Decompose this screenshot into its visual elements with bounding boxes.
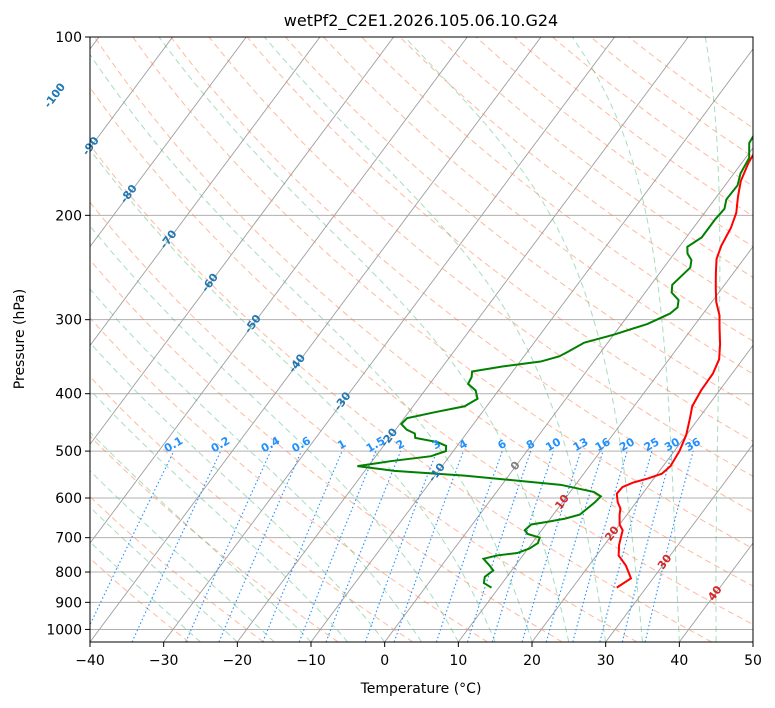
moist-adiabat-line [90,389,349,642]
moist-adiabat-line [90,541,201,642]
y-tick-label: 1000 [46,622,82,638]
moist-adiabat-line [704,37,721,642]
y-tick-label: 700 [55,531,82,547]
dry-adiabat-line [90,259,563,642]
mixing-ratio-line [393,450,464,642]
mixing-ratio-line [521,450,582,642]
dry-adiabat-line [475,37,753,248]
dry-adiabat-line [90,201,638,642]
dry-adiabat-line [170,37,753,513]
dry-adiabat-line [361,37,753,342]
isotherm-line [457,245,753,642]
y-tick-label: 800 [55,565,82,581]
mixing-ratio-line [466,450,532,642]
mixing-ratio-line [621,450,673,642]
x-tick-label: 20 [523,653,541,669]
mixing-ratio-line [491,450,555,642]
x-tick-label: −10 [296,653,326,669]
y-tick-label: 500 [55,444,82,460]
moist-adiabat-line [90,342,386,642]
isotherm-line [90,37,468,544]
isotherm-line [163,37,615,642]
mixing-ratio-line [644,450,694,642]
chart-title: wetPf2_C2E1.2026.105.06.10.G24 [284,11,558,31]
mixing-ratio-line [435,450,503,642]
isotherm-line [236,37,689,642]
moist-adiabat-line [264,37,607,642]
moist-adiabat-line [90,288,422,642]
moist-adiabat-line [90,53,533,642]
dewpoint-profile-line [357,134,753,589]
plot-area [90,37,753,642]
x-tick-label: −20 [223,653,253,669]
dry-adiabat-line [94,37,753,587]
moist-adiabat-line [158,37,570,642]
dry-adiabat-line [90,317,488,642]
mixing-ratio-line [218,450,302,642]
x-tick-label: 30 [597,653,615,669]
x-tick-label: −40 [75,653,105,669]
mixing-ratio-line [90,450,175,626]
isotherm-line [90,37,394,446]
plot-layer [90,37,753,642]
moist-adiabat-line [404,37,643,642]
dry-adiabat-line [514,37,753,217]
isotherm-line [310,48,753,642]
y-tick-label: 600 [55,491,82,507]
mixing-ratio-line [131,450,222,642]
y-tick-label: 100 [55,30,82,46]
isotherm-line [90,37,173,149]
isotherm-line [90,37,247,248]
x-tick-label: 10 [449,653,467,669]
y-tick-label: 900 [55,595,82,611]
isotherm-line [752,641,753,642]
y-tick-label: 200 [55,208,82,224]
dry-adiabat-line [590,37,753,158]
moist-adiabat-line [571,37,680,642]
plot-frame [89,36,754,643]
mixing-ratio-line [599,450,653,642]
mixing-ratio-line [185,450,272,642]
y-axis-title: Pressure (hPa) [12,289,28,389]
dry-adiabat-line [285,37,753,408]
isotherm-line [605,443,753,642]
dry-adiabat-line [208,37,753,477]
dry-adiabat-line [132,37,753,550]
moist-adiabat-line [90,506,238,642]
dry-adiabat-line [552,37,753,187]
isotherm-line [531,344,753,642]
isotherm-label: -100 [41,80,68,110]
isotherm-line [90,37,321,347]
moist-adiabat-line [90,470,275,642]
dry-adiabat-line [90,86,753,626]
mixing-ratio-line [262,450,343,642]
tick-layer: −40 −30 −20 −10 0 10 20 30 40 50 1000 900 800 700 600 5… [46,30,762,669]
mixing-ratio-line [572,450,628,642]
isotherm-line [384,147,753,642]
dry-adiabat-line [90,375,414,642]
isotherm-line [90,37,542,642]
x-axis-title: Temperature (°C) [360,681,482,697]
dry-adiabat-line [323,37,753,375]
moist-adiabat-line [90,225,459,642]
x-tick-label: 40 [670,653,688,669]
y-tick-label: 400 [55,387,82,403]
temperature-profile-line [615,153,753,589]
dry-adiabat-line [90,495,264,642]
mixing-ratio-line [545,450,604,642]
x-tick-label: 50 [744,653,762,669]
x-tick-label: −30 [149,653,179,669]
y-tick-label: 300 [55,313,82,329]
x-tick-label: 0 [380,653,389,669]
